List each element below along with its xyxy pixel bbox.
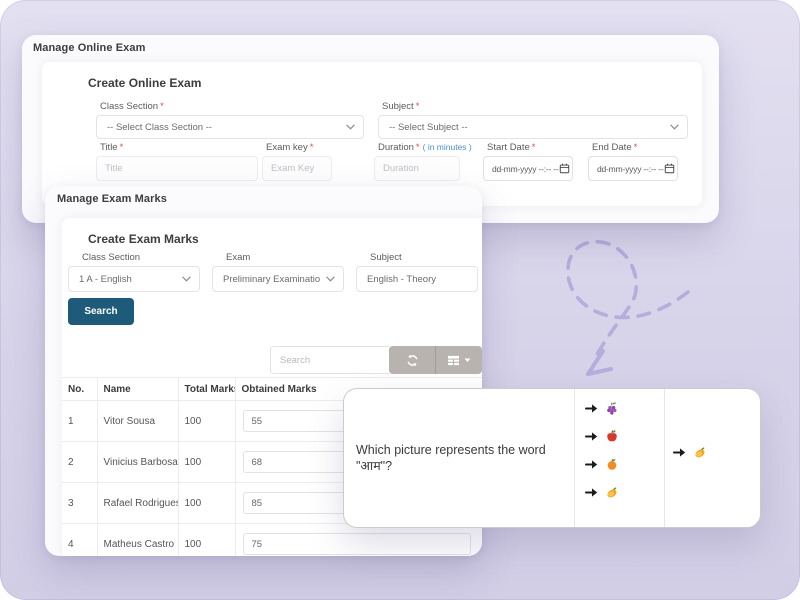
total-marks: 100 [178, 441, 236, 483]
mango-icon [693, 445, 707, 459]
subject-label: Subject [370, 252, 402, 263]
duration-label: Duration *( in minutes ) [378, 142, 472, 153]
arrow-right-icon [585, 459, 598, 470]
title-input[interactable] [96, 156, 258, 181]
option-row-apple[interactable] [585, 429, 619, 443]
arrow-right-icon [585, 431, 598, 442]
question-preview-card: Which picture represents the word "आम"? [343, 388, 761, 528]
answer-cell-mango [673, 445, 707, 459]
col-no: No. [62, 377, 98, 401]
student-name: Vitor Sousa [97, 400, 179, 442]
chevron-down-icon [670, 124, 679, 130]
table-row: 4 Matheus Castro 100 [62, 523, 482, 556]
student-name: Rafael Rodrigues [97, 482, 179, 524]
exam-key-input[interactable] [262, 156, 332, 181]
class-section-select[interactable]: -- Select Class Section -- [96, 115, 364, 139]
student-name: Vinicius Barbosa [97, 441, 179, 483]
row-no: 2 [62, 441, 98, 483]
table-columns-icon [447, 355, 460, 366]
table-tools-group [389, 346, 482, 374]
column-visibility-button[interactable] [436, 346, 482, 374]
total-marks: 100 [178, 482, 236, 524]
column-divider [574, 389, 575, 527]
subject-select[interactable]: -- Select Subject -- [378, 115, 688, 139]
col-total-marks: Total Marks [178, 377, 236, 401]
refresh-icon [406, 354, 419, 367]
exam-key-label: Exam key * [266, 142, 314, 153]
duration-input[interactable] [374, 156, 460, 181]
question-text: Which picture represents the word "आम"? [356, 442, 546, 473]
end-date-input[interactable]: dd-mm-yyyy --:-- -- [588, 156, 678, 181]
option-row-orange[interactable] [585, 457, 619, 471]
option-row-grapes[interactable] [585, 401, 619, 415]
create-online-exam-panel: Create Online Exam Class Section * -- Sel… [42, 62, 702, 206]
exam-label: Exam [226, 252, 251, 263]
arrow-right-icon [585, 403, 598, 414]
window-title: Manage Online Exam [33, 42, 146, 54]
table-search-input[interactable] [270, 346, 389, 374]
orange-icon [605, 457, 619, 471]
start-date-label: Start Date * [487, 142, 536, 153]
window-title: Manage Exam Marks [57, 193, 167, 205]
subject-select[interactable]: English - Theory [356, 266, 478, 292]
title-label: Title * [100, 142, 124, 153]
grapes-icon [605, 401, 619, 415]
row-no: 4 [62, 523, 98, 556]
manage-online-exam-window: Manage Online Exam Create Online Exam Cl… [22, 35, 719, 223]
chevron-down-icon [182, 276, 191, 282]
search-button[interactable]: Search [68, 298, 134, 325]
obtained-marks-input[interactable] [242, 533, 471, 555]
section-title: Create Online Exam [88, 76, 202, 90]
toolbar-divider [435, 346, 436, 374]
section-title: Create Exam Marks [88, 232, 199, 246]
exam-select[interactable]: Preliminary Examination [212, 266, 344, 292]
column-divider [664, 389, 665, 527]
chevron-down-icon [326, 276, 335, 282]
class-section-label: Class Section * [100, 101, 164, 112]
end-date-label: End Date * [592, 142, 638, 153]
option-row-mango[interactable] [585, 485, 619, 499]
chevron-down-icon [346, 124, 355, 130]
calendar-icon [559, 163, 570, 174]
total-marks: 100 [178, 523, 236, 556]
row-no: 1 [62, 400, 98, 442]
subject-label: Subject * [382, 101, 420, 112]
apple-icon [605, 429, 619, 443]
caret-down-icon [464, 358, 471, 363]
total-marks: 100 [178, 400, 236, 442]
student-name: Matheus Castro [97, 523, 179, 556]
start-date-input[interactable]: dd-mm-yyyy --:-- -- [483, 156, 573, 181]
calendar-icon [664, 163, 675, 174]
mango-icon [605, 485, 619, 499]
arrow-right-icon [585, 487, 598, 498]
decorative-dashed-arrow [566, 239, 690, 376]
table-toolbar [270, 346, 482, 374]
class-section-select[interactable]: 1 A - English [68, 266, 200, 292]
arrow-right-icon [673, 447, 686, 458]
class-section-label: Class Section [82, 252, 141, 263]
refresh-button[interactable] [389, 346, 435, 374]
col-name: Name [97, 377, 179, 401]
row-no: 3 [62, 482, 98, 524]
